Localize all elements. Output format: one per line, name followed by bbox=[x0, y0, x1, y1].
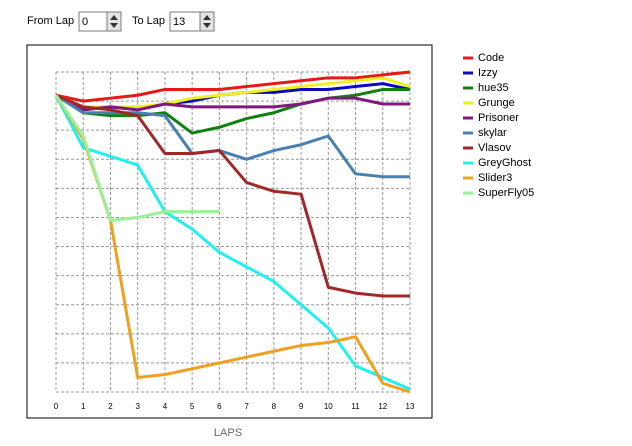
x-tick-label: 4 bbox=[163, 402, 168, 411]
legend-label: Prisoner bbox=[478, 112, 519, 124]
x-tick-label: 5 bbox=[190, 402, 195, 411]
legend-label: skylar bbox=[478, 127, 507, 139]
series-line bbox=[55, 93, 410, 298]
from-label: From Lap bbox=[27, 15, 74, 27]
x-tick-label: 8 bbox=[272, 402, 277, 411]
series-line bbox=[54, 94, 411, 394]
x-tick-label: 0 bbox=[54, 402, 59, 411]
x-tick-label: 9 bbox=[299, 402, 304, 411]
legend-label: Code bbox=[478, 52, 504, 64]
legend-label: Slider3 bbox=[478, 172, 512, 184]
to-label: To Lap bbox=[132, 15, 165, 27]
x-tick-label: 11 bbox=[351, 402, 360, 411]
legend-label: Vlasov bbox=[478, 142, 512, 154]
x-tick-label: 12 bbox=[378, 402, 387, 411]
legend-label: hue35 bbox=[478, 82, 509, 94]
to-spinner[interactable] bbox=[199, 11, 215, 32]
x-tick-label: 13 bbox=[406, 402, 415, 411]
series-line bbox=[54, 94, 220, 222]
x-tick-label: 2 bbox=[108, 402, 113, 411]
x-tick-label: 7 bbox=[244, 402, 249, 411]
x-tick-label: 1 bbox=[81, 402, 86, 411]
series-line bbox=[55, 87, 410, 135]
series-line bbox=[55, 93, 410, 112]
x-tick-label: 10 bbox=[324, 402, 333, 411]
spinner-arrows bbox=[203, 15, 211, 28]
legend-label: Izzy bbox=[478, 67, 498, 79]
series-line bbox=[55, 70, 411, 103]
from-spinner[interactable] bbox=[106, 11, 122, 32]
legend-label: Grunge bbox=[478, 97, 515, 109]
x-axis-label: LAPS bbox=[214, 427, 242, 439]
legend-label: SuperFly05 bbox=[478, 187, 534, 199]
x-tick-label: 6 bbox=[217, 402, 222, 411]
spinner-arrows bbox=[110, 15, 118, 28]
x-tick-label: 3 bbox=[135, 402, 140, 411]
to-value[interactable]: 13 bbox=[173, 16, 185, 28]
series-line bbox=[54, 94, 411, 391]
series-line bbox=[55, 94, 410, 179]
from-value[interactable]: 0 bbox=[82, 16, 88, 28]
legend-label: GreyGhost bbox=[478, 157, 531, 169]
